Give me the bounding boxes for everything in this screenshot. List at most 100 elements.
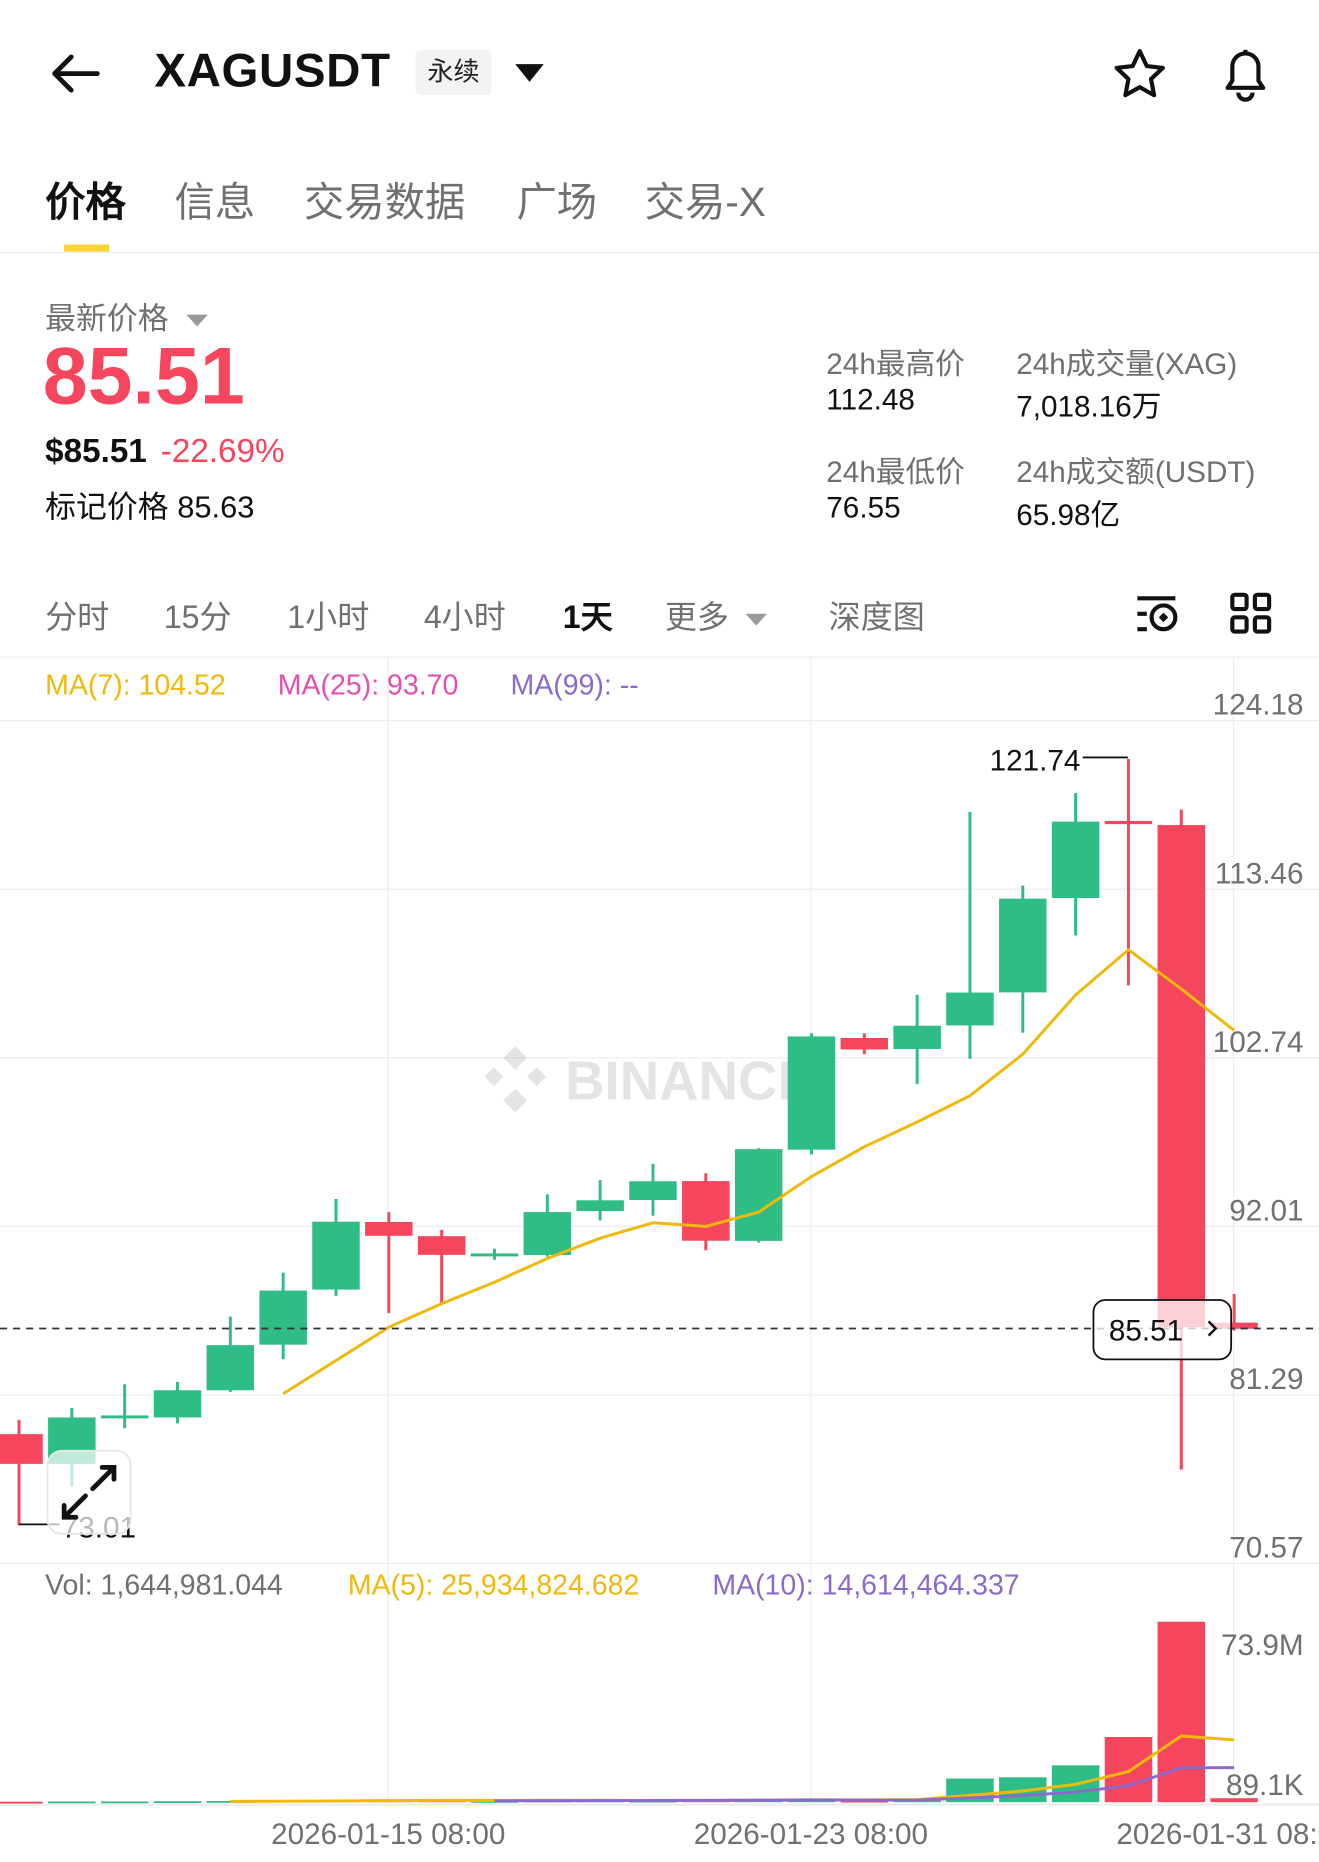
caret-down-icon <box>186 314 209 327</box>
ma7-line <box>282 947 1236 1395</box>
divider <box>0 251 1319 253</box>
watermark-text: BINANCE <box>565 1050 814 1111</box>
watermark: BINANCE <box>484 1045 814 1113</box>
candle-body <box>312 1221 360 1290</box>
low-value: 76.55 <box>826 491 901 525</box>
candle <box>206 1316 255 1392</box>
y-tick-label: 92.01 <box>1229 1194 1303 1227</box>
candle-body <box>259 1290 307 1345</box>
tab-price[interactable]: 价格 <box>45 180 126 226</box>
depth-chart-tab[interactable]: 深度图 <box>828 599 925 636</box>
tab-trade-x[interactable]: 交易-X <box>644 180 766 226</box>
volume-tick-label: 89.1K <box>1226 1769 1304 1802</box>
interval-4h[interactable]: 4小时 <box>423 599 506 636</box>
expand-icon <box>61 1465 117 1520</box>
active-tab-indicator <box>64 244 110 252</box>
ma99-legend: MA(99): -- <box>510 669 639 702</box>
candle-body <box>153 1390 202 1418</box>
tab-trading-data[interactable]: 交易数据 <box>303 180 466 226</box>
candle-body <box>1157 825 1206 1328</box>
symbol-title[interactable]: XAGUSDT <box>154 45 391 98</box>
amount-label: 24h成交额(USDT) <box>1016 455 1256 490</box>
y-tick-label: 113.46 <box>1215 857 1304 890</box>
candle <box>629 1163 677 1216</box>
candle <box>365 1212 413 1314</box>
alert-button[interactable] <box>1218 45 1273 108</box>
low-label: 24h最低价 <box>826 455 965 490</box>
volume-value: 7,018.16万 <box>1016 390 1162 424</box>
divider <box>0 656 1319 658</box>
volume-bar <box>470 1800 519 1803</box>
candle <box>1051 792 1100 936</box>
x-tick-label: 2026-01-23 08:00 <box>694 1818 928 1851</box>
candle <box>734 1148 783 1243</box>
volume-bar <box>1104 1737 1153 1803</box>
star-icon <box>1114 48 1165 98</box>
interval-more-label: 更多 <box>664 599 729 636</box>
volume-bar <box>840 1800 889 1803</box>
interval-1h[interactable]: 1小时 <box>287 599 370 636</box>
interval-more[interactable]: 更多 <box>665 591 769 637</box>
candle <box>893 994 941 1084</box>
volume-ma5-legend: MA(5): 25,934,824.682 <box>347 1569 640 1602</box>
candle <box>840 1033 889 1055</box>
candle-body <box>576 1200 624 1211</box>
candle <box>682 1173 730 1251</box>
x-tick-label: 2026-01-15 08:00 <box>271 1818 505 1851</box>
back-arrow-icon <box>52 54 100 93</box>
chevron-right-icon <box>1207 1320 1218 1337</box>
candle <box>417 1229 466 1304</box>
max-price-marker: 121.74 <box>990 745 1128 778</box>
interval-1d[interactable]: 1天 <box>562 599 613 636</box>
candle-body <box>100 1415 149 1419</box>
interval-15m[interactable]: 15分 <box>163 599 232 636</box>
volume-ma10-legend: MA(10): 14,614,464.337 <box>712 1569 1020 1602</box>
candle-body <box>629 1181 677 1200</box>
y-tick-label: 70.57 <box>1229 1532 1303 1565</box>
volume-bar <box>1210 1798 1258 1803</box>
volume-bar <box>206 1800 255 1803</box>
tab-info[interactable]: 信息 <box>174 180 256 226</box>
candle <box>1157 809 1206 1470</box>
candle <box>946 812 994 1059</box>
candle <box>100 1384 149 1429</box>
max-price-label: 121.74 <box>990 745 1081 778</box>
interval-timeline[interactable]: 分时 <box>45 599 110 636</box>
candle <box>1104 759 1153 986</box>
candle <box>787 1033 836 1155</box>
candle <box>153 1381 202 1424</box>
price-type-selector[interactable]: 最新价格 <box>45 294 210 338</box>
candle-body <box>734 1149 783 1241</box>
x-tick-label: 2026-01-31 08:00 <box>1116 1818 1319 1851</box>
volume-bar <box>100 1801 149 1804</box>
caret-down-icon <box>744 613 767 626</box>
y-tick-label: 81.29 <box>1229 1363 1303 1396</box>
candle <box>576 1180 624 1221</box>
candle-body <box>999 898 1047 993</box>
favorite-button[interactable] <box>1112 47 1167 105</box>
current-price-tag[interactable]: 85.51 <box>1092 1299 1233 1361</box>
mark-price-label: 标记价格 <box>45 489 169 525</box>
candle-body <box>893 1025 941 1050</box>
volume-tick-label: 73.9M <box>1221 1629 1303 1662</box>
current-price-value: 85.51 <box>1109 1314 1183 1347</box>
indicator-settings-button[interactable] <box>1135 594 1180 640</box>
mark-price-value: 85.63 <box>177 489 255 525</box>
volume-legend: Vol: 1,644,981.044 <box>45 1569 283 1602</box>
back-button[interactable] <box>47 47 102 99</box>
candle-body <box>1104 820 1153 825</box>
mark-price: 标记价格 85.63 <box>45 483 254 527</box>
volume-bar <box>48 1801 96 1804</box>
candle <box>999 885 1047 1033</box>
candle-body <box>840 1037 889 1050</box>
tab-square[interactable]: 广场 <box>516 180 598 226</box>
fullscreen-button[interactable] <box>46 1449 132 1535</box>
symbol-dropdown[interactable] <box>513 62 546 92</box>
amount-value: 65.98亿 <box>1016 498 1121 532</box>
high-value: 112.48 <box>826 383 915 417</box>
layout-grid-button[interactable] <box>1230 592 1273 641</box>
candle <box>1210 1294 1258 1331</box>
dropdown-icon <box>515 64 544 82</box>
grid-icon <box>1230 592 1272 634</box>
